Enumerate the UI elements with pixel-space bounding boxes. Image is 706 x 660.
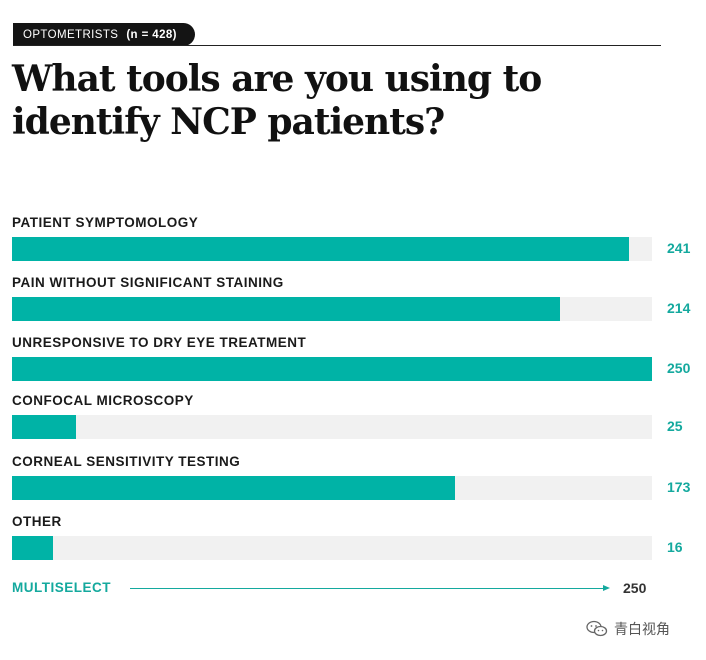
category-label: PATIENT SYMPTOMOLOGY [12,215,199,230]
bar [12,297,560,321]
axis-max-label: 250 [623,580,647,596]
value-label: 16 [667,539,683,555]
axis-arrow-head [603,585,610,591]
bar [12,536,53,560]
watermark: 青白视角 [586,619,670,639]
bar [12,237,629,261]
category-label: UNRESPONSIVE TO DRY EYE TREATMENT [12,335,307,350]
value-label: 214 [667,300,691,316]
category-label: CORNEAL SENSITIVITY TESTING [12,454,241,469]
category-label: PAIN WITHOUT SIGNIFICANT STAINING [12,275,284,290]
bar-track [12,415,652,439]
sample-tag: OPTOMETRISTS (n = 428) [13,23,195,46]
bar-track [12,237,652,261]
header-rule [13,45,661,46]
category-label: CONFOCAL MICROSCOPY [12,393,194,408]
axis-label: MULTISELECT [12,580,111,595]
value-label: 241 [667,240,691,256]
bar [12,415,76,439]
category-label: OTHER [12,514,62,529]
wechat-icon [586,620,608,637]
watermark-text: 青白视角 [614,621,670,637]
bar-track [12,357,652,381]
value-label: 250 [667,360,691,376]
bar-track [12,297,652,321]
chart-title: What tools are you using to identify NCP… [12,58,542,143]
value-label: 173 [667,479,691,495]
bar-track [12,476,652,500]
sample-size: (n = 428) [126,28,177,41]
bar [12,357,652,381]
value-label: 25 [667,418,683,434]
axis-arrow-line [130,588,604,589]
tag-label: OPTOMETRISTS [23,28,119,41]
bar [12,476,455,500]
bar-track [12,536,652,560]
